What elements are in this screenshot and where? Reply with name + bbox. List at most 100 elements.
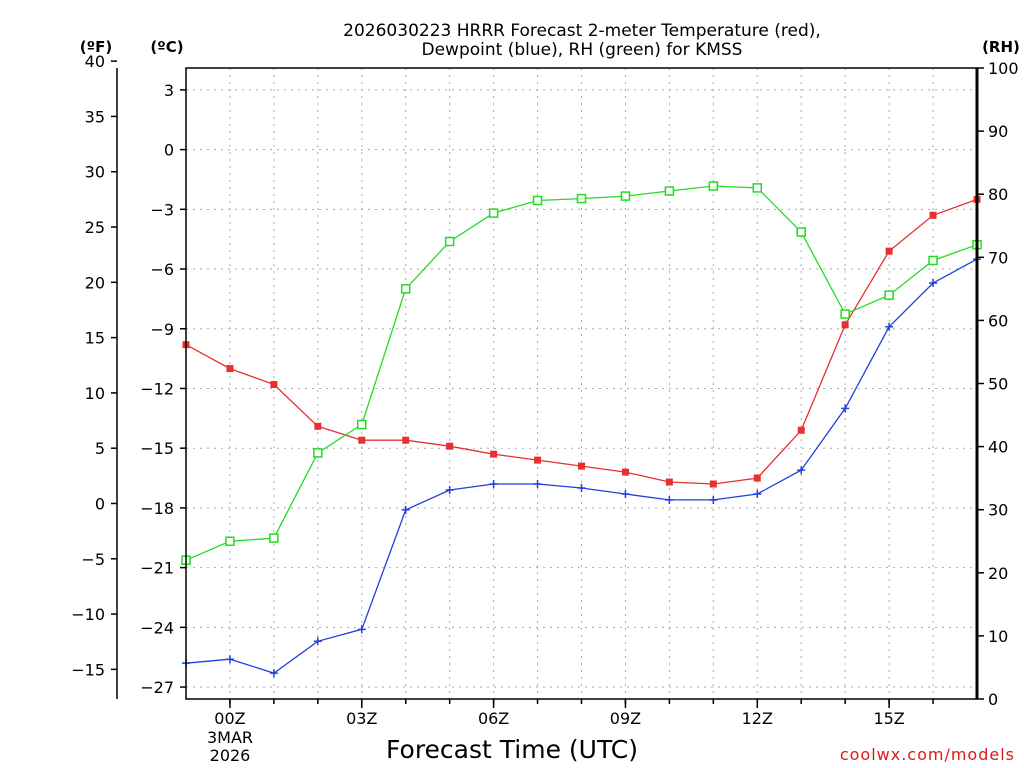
- dewpoint-point: [401, 505, 410, 514]
- rh-point: [313, 448, 323, 458]
- rh-point: [576, 193, 587, 204]
- 2-meter-temperature-point: [402, 436, 410, 444]
- fahrenheit-tick-label: 35: [85, 107, 105, 126]
- rh-point: [752, 183, 763, 193]
- x-tick-label: 03Z: [346, 709, 377, 728]
- celsius-tick-label: −12: [140, 379, 174, 398]
- celsius-unit-label: (ºC): [150, 38, 183, 56]
- fahrenheit-unit-label: (ºF): [80, 38, 112, 56]
- dewpoint-point: [709, 495, 718, 504]
- fahrenheit-tick-label: 30: [85, 163, 105, 182]
- rh-point: [664, 186, 675, 196]
- rh-tick-label: 90: [988, 122, 1008, 141]
- rh-point: [269, 533, 279, 543]
- x-axis-title: Forecast Time (UTC): [386, 735, 638, 764]
- rh-tick-label: 30: [988, 501, 1008, 520]
- x-tick-label: 06Z: [478, 709, 509, 728]
- x-tick-label: 09Z: [610, 709, 641, 728]
- fahrenheit-tick-label: −5: [81, 550, 105, 569]
- 2-meter-temperature-point: [314, 422, 322, 430]
- x-tick-label: 12Z: [742, 709, 773, 728]
- fahrenheit-tick-label: −15: [71, 660, 105, 679]
- rh-tick-label: 0: [988, 690, 998, 709]
- dewpoint-point: [577, 484, 586, 493]
- rh-tick-label: 100: [988, 59, 1019, 78]
- x-tick-label: 15Z: [873, 709, 904, 728]
- dewpoint-point: [929, 278, 938, 287]
- 2-meter-temperature-point: [226, 365, 234, 373]
- rh-tick-label: 10: [988, 627, 1008, 646]
- 2-meter-temperature-point: [578, 462, 585, 470]
- date-day-label: 3MAR: [207, 728, 253, 747]
- 2-meter-temperature-point: [753, 474, 761, 482]
- fahrenheit-tick-label: 5: [95, 439, 105, 458]
- fahrenheit-tick-label: 40: [85, 52, 105, 71]
- credit-text: coolwx.com/models: [840, 745, 1015, 764]
- rh-unit-label: (RH): [982, 38, 1020, 56]
- dewpoint-point: [753, 489, 762, 498]
- celsius-tick-label: −18: [140, 499, 174, 518]
- grid-lines: [186, 68, 977, 699]
- 2-meter-temperature-point: [665, 478, 673, 486]
- fahrenheit-tick-label: 25: [85, 218, 105, 237]
- rh-tick-label: 80: [988, 185, 1008, 204]
- date-year-label: 2026: [210, 746, 251, 765]
- rh-tick-label: 70: [988, 248, 1008, 267]
- data-series: [181, 181, 982, 678]
- celsius-tick-label: −27: [140, 678, 174, 697]
- celsius-tick-label: −21: [140, 559, 174, 578]
- dewpoint-point: [797, 466, 806, 475]
- rh-point: [488, 208, 499, 218]
- 2-meter-temperature-point: [446, 442, 454, 450]
- celsius-tick-label: −6: [150, 260, 174, 279]
- rh-point: [444, 236, 455, 247]
- 2-meter-temperature-point: [841, 321, 849, 329]
- rh-point: [840, 309, 850, 319]
- rh-point: [928, 255, 938, 266]
- 2-meter-temperature-point: [270, 380, 278, 388]
- celsius-tick-label: −15: [140, 439, 174, 458]
- 2-meter-temperature-point: [358, 436, 366, 444]
- rh-point: [884, 290, 894, 300]
- rh-point: [357, 419, 367, 430]
- 2-meter-temperature-point: [621, 468, 629, 476]
- rh-tick-label: 40: [988, 438, 1008, 457]
- axes: 30−3−6−9−12−15−18−21−24−2740353025201510…: [71, 52, 1018, 728]
- 2-meter-temperature-point: [709, 480, 717, 488]
- rh-point: [796, 227, 806, 237]
- fahrenheit-tick-label: 20: [85, 273, 105, 292]
- rh-line: [185, 185, 978, 561]
- chart-title-line2: Dewpoint (blue), RH (green) for KMSS: [422, 40, 743, 60]
- dewpoint-point: [225, 655, 234, 664]
- celsius-tick-label: 3: [164, 81, 174, 100]
- fahrenheit-tick-label: −10: [71, 605, 105, 624]
- dewpoint-point: [841, 404, 850, 413]
- rh-point: [532, 195, 543, 206]
- rh-point: [708, 181, 719, 191]
- celsius-tick-label: −24: [140, 618, 174, 637]
- celsius-tick-label: −3: [150, 200, 174, 219]
- fahrenheit-tick-label: 15: [85, 329, 105, 348]
- fahrenheit-tick-label: 0: [95, 494, 105, 513]
- dewpoint-point: [445, 485, 454, 494]
- dewpoint-point: [885, 322, 894, 331]
- 2-meter-temperature-point: [534, 456, 542, 464]
- rh-point: [620, 191, 631, 201]
- 2-meter-temperature-point: [929, 211, 937, 219]
- fahrenheit-tick-label: 10: [85, 384, 105, 403]
- dewpoint-point: [533, 480, 542, 489]
- celsius-tick-label: −9: [150, 320, 174, 339]
- chart-title-line1: 2026030223 HRRR Forecast 2-meter Tempera…: [343, 21, 821, 41]
- x-tick-label: 00Z: [214, 709, 245, 728]
- rh-tick-label: 20: [988, 564, 1008, 583]
- dewpoint-point: [357, 625, 366, 634]
- dewpoint-point: [489, 480, 498, 489]
- dewpoint-point: [621, 489, 630, 498]
- dewpoint-point: [665, 495, 674, 504]
- dewpoint-point: [313, 637, 322, 646]
- 2-meter-temperature-point: [885, 247, 893, 255]
- rh-point: [225, 536, 235, 546]
- dewpoint-point: [269, 669, 278, 678]
- rh-point: [400, 284, 411, 294]
